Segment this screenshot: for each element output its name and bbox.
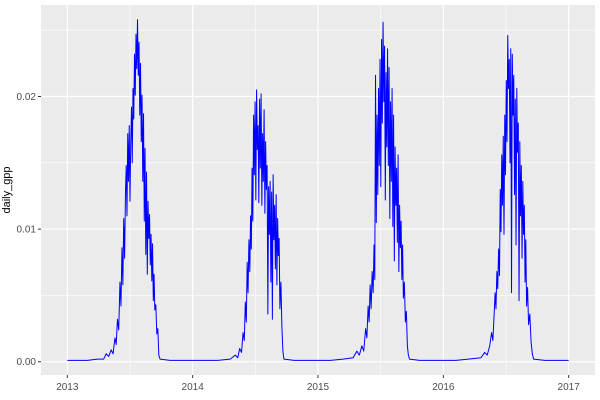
x-axis: 2013 2014 2015 2016 2017 bbox=[56, 375, 580, 393]
y-axis-title: daily_gpp bbox=[1, 166, 13, 214]
y-tick-label: 0.02 bbox=[17, 92, 37, 103]
x-tick-label: 2017 bbox=[558, 382, 581, 393]
x-tick-label: 2014 bbox=[182, 382, 205, 393]
x-tick-label: 2013 bbox=[56, 382, 79, 393]
y-axis: 0.00 0.01 0.02 bbox=[17, 92, 41, 368]
y-tick-label: 0.01 bbox=[17, 225, 37, 236]
x-tick-label: 2016 bbox=[432, 382, 455, 393]
gpp-line bbox=[67, 19, 569, 361]
major-gridlines bbox=[41, 5, 595, 375]
y-tick-label: 0.00 bbox=[17, 357, 37, 368]
x-tick-label: 2015 bbox=[307, 382, 330, 393]
